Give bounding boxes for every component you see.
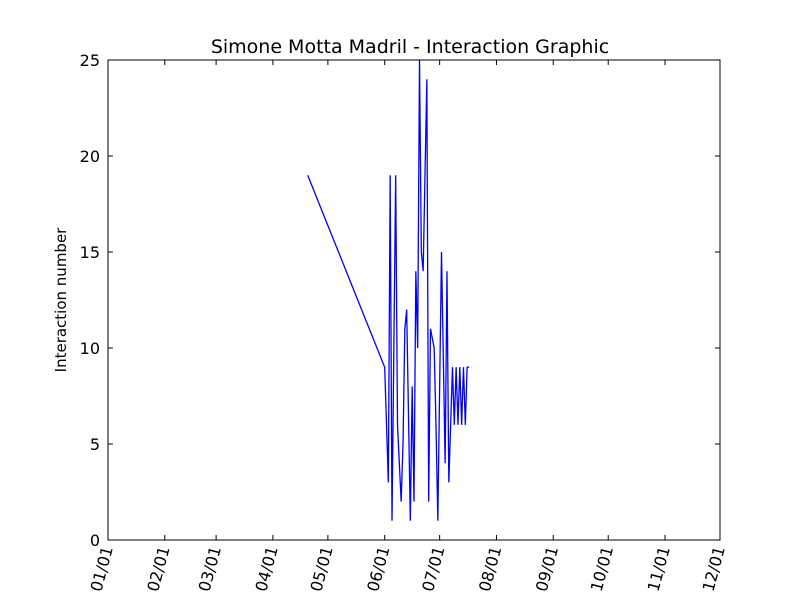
- x-tick-label: 06/01: [363, 544, 393, 593]
- y-axis-label: Interaction number: [52, 227, 70, 373]
- x-tick-label: 07/01: [418, 544, 448, 593]
- x-tick-label: 01/01: [87, 544, 117, 593]
- x-tick-label: 12/01: [699, 544, 729, 593]
- chart-title: Simone Motta Madril - Interaction Graphi…: [211, 36, 609, 58]
- y-tick-label: 5: [90, 435, 100, 454]
- x-tick-label: 11/01: [644, 544, 674, 593]
- y-tick-label: 25: [80, 51, 100, 70]
- x-tick-label: 08/01: [475, 544, 505, 593]
- x-tick-label: 03/01: [195, 544, 225, 593]
- x-tick-label: 02/01: [143, 544, 173, 593]
- plot-area: 01/01 02/01 03/01 04/01 05/01 06/01 07/01 08/01…: [80, 51, 729, 594]
- x-tick-label: 04/01: [251, 544, 281, 593]
- x-tick-label: 05/01: [306, 544, 336, 593]
- series-line: [307, 59, 469, 521]
- x-tick-label: 10/01: [587, 544, 617, 593]
- x-tick-label: 09/01: [532, 544, 562, 593]
- y-tick-label: 0: [90, 531, 100, 550]
- y-tick-label: 20: [80, 147, 100, 166]
- y-tick-label: 10: [80, 339, 100, 358]
- y-tick-label: 15: [80, 243, 100, 262]
- plot-frame: [107, 59, 721, 541]
